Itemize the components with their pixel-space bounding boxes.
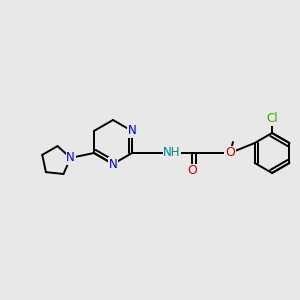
Text: N: N xyxy=(128,124,136,137)
Text: N: N xyxy=(109,158,117,170)
Text: N: N xyxy=(66,152,75,164)
Text: O: O xyxy=(225,146,235,160)
Text: Cl: Cl xyxy=(266,112,278,125)
Text: O: O xyxy=(187,164,197,178)
Text: NH: NH xyxy=(163,146,181,160)
